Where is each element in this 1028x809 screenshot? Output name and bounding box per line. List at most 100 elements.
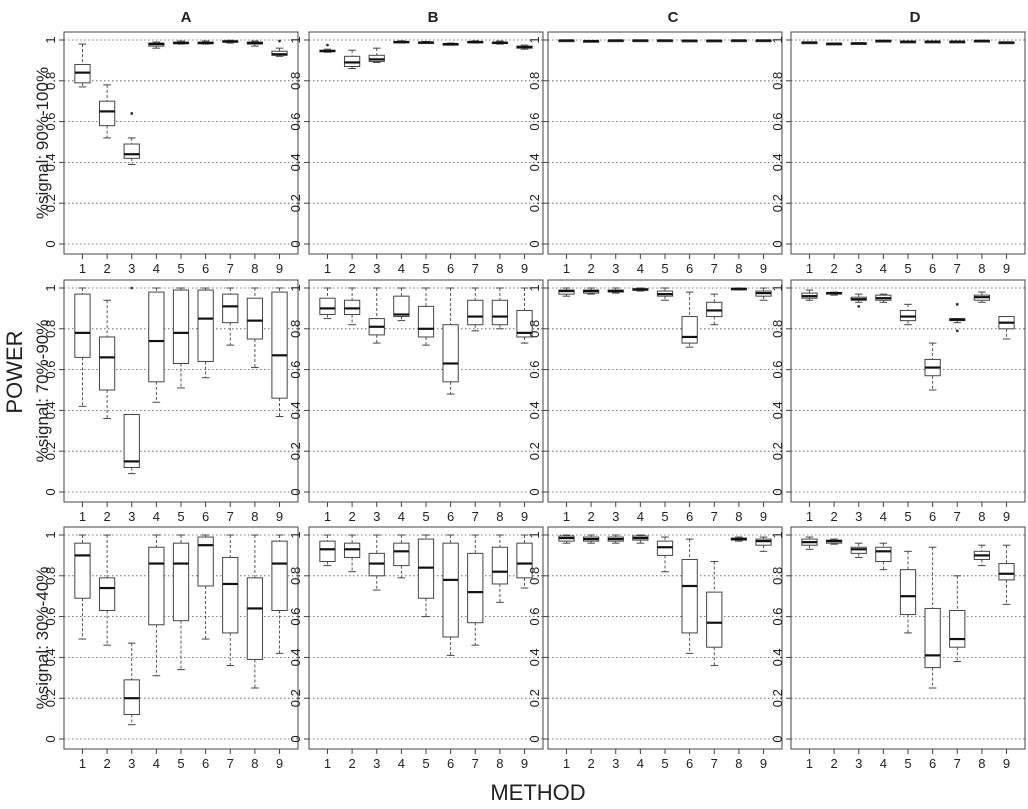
panel-a-row-2: 0 0.2 0.4 0.6 0.8 1 1 2 3 4 5 6 7 8 9: [43, 279, 299, 524]
box-method-5: [899, 550, 917, 634]
y-tick-label: 0.6: [43, 113, 58, 131]
box-method-4: [875, 293, 892, 303]
box-iqr: [467, 299, 484, 326]
x-tick-label: 2: [348, 756, 355, 771]
box-iqr: [98, 577, 116, 611]
x-tick-label: 2: [587, 756, 594, 771]
x-tick-label: 2: [830, 261, 837, 276]
x-tick-label: 9: [1003, 261, 1010, 276]
box-iqr: [271, 540, 288, 611]
x-tick-label: 9: [760, 261, 767, 276]
box-method-7: [222, 39, 239, 44]
y-tick-label: 0.2: [43, 194, 58, 212]
panel-frame: [547, 526, 783, 750]
x-tick-label: 7: [711, 509, 718, 524]
box-method-6: [197, 287, 214, 379]
box-method-5: [417, 40, 435, 45]
outlier-point: [326, 43, 329, 47]
x-tick-label: 5: [904, 261, 911, 276]
x-tick-label: 4: [637, 261, 644, 276]
x-tick-label: 6: [686, 261, 693, 276]
box-method-2: [825, 42, 843, 46]
y-tick-label: 0: [43, 488, 58, 495]
x-tick-label: 8: [978, 509, 985, 524]
y-tick-label: 1: [527, 531, 542, 538]
box-iqr: [467, 552, 484, 624]
y-tick-label: 0.8: [527, 72, 542, 90]
box-method-3: [850, 542, 867, 558]
x-tick-label: 8: [978, 756, 985, 771]
box-method-3: [850, 293, 867, 308]
x-tick-label: 7: [472, 509, 479, 524]
box-iqr: [98, 336, 116, 391]
box-method-1: [801, 536, 818, 550]
y-tick-label: 0.6: [43, 608, 58, 626]
box-method-3: [368, 534, 385, 591]
column-title-a: A: [181, 9, 192, 26]
y-tick-label: 1: [288, 531, 303, 538]
y-tick-label: 0.6: [288, 361, 303, 379]
x-tick-label: 1: [806, 756, 813, 771]
box-method-9: [755, 39, 772, 43]
y-tick-label: 1: [770, 36, 785, 43]
outlier-point: [278, 39, 281, 43]
x-tick-label: 6: [929, 509, 936, 524]
x-tick-label: 1: [324, 509, 331, 524]
x-tick-label: 7: [227, 756, 234, 771]
x-tick-label: 6: [929, 756, 936, 771]
box-method-1: [558, 287, 575, 297]
x-tick-label: 4: [637, 509, 644, 524]
box-iqr: [271, 291, 288, 399]
box-method-6: [681, 291, 698, 348]
box-method-2: [343, 287, 361, 326]
column-title-d: D: [910, 9, 921, 26]
x-tick-label: 7: [711, 261, 718, 276]
box-iqr: [246, 297, 264, 340]
box-iqr: [949, 609, 966, 648]
box-method-7: [467, 534, 484, 646]
x-tick-label: 1: [79, 261, 86, 276]
box-method-4: [632, 534, 649, 544]
panel-frame: [547, 279, 783, 503]
box-method-7: [706, 293, 723, 326]
x-tick-label: 8: [251, 261, 258, 276]
y-tick-label: 0.8: [43, 72, 58, 90]
x-tick-label: 9: [1003, 756, 1010, 771]
box-method-4: [875, 542, 892, 571]
box-method-3: [368, 47, 385, 63]
y-tick-label: 1: [527, 284, 542, 291]
y-tick-label: 0.4: [527, 401, 542, 419]
box-iqr: [222, 556, 239, 634]
x-tick-label: 3: [855, 509, 862, 524]
y-tick-label: 0.2: [288, 442, 303, 460]
box-method-6: [681, 39, 698, 43]
x-tick-label: 1: [806, 261, 813, 276]
x-tick-label: 6: [447, 261, 454, 276]
panel-frame: [63, 31, 299, 255]
x-tick-label: 3: [373, 261, 380, 276]
x-tick-label: 1: [79, 756, 86, 771]
x-tick-label: 6: [447, 509, 454, 524]
y-tick-label: 0.4: [43, 648, 58, 666]
y-tick-label: 1: [288, 284, 303, 291]
panel-c-row-2: 0 0.2 0.4 0.6 0.8 1 1 2 3 4 5 6 7 8 9: [527, 279, 783, 524]
box-iqr: [98, 100, 116, 127]
x-tick-label: 5: [904, 509, 911, 524]
box-method-2: [98, 299, 116, 420]
y-tick-label: 0.8: [43, 320, 58, 338]
y-tick-label: 0.4: [288, 153, 303, 171]
panel-frame: [790, 526, 1026, 750]
panel-b-row-2: 0 0.2 0.4 0.6 0.8 1 1 2 3 4 5 6 7 8 9: [288, 279, 544, 524]
y-tick-label: 0: [770, 735, 785, 742]
x-tick-label: 6: [202, 261, 209, 276]
x-tick-label: 3: [373, 509, 380, 524]
box-method-8: [491, 534, 509, 603]
x-tick-label: 9: [276, 756, 283, 771]
box-iqr: [899, 569, 917, 616]
y-tick-label: 0.2: [527, 194, 542, 212]
box-method-1: [558, 39, 575, 43]
x-tick-label: 2: [348, 261, 355, 276]
box-method-5: [417, 534, 435, 618]
x-tick-label: 5: [661, 261, 668, 276]
box-method-8: [973, 291, 991, 303]
